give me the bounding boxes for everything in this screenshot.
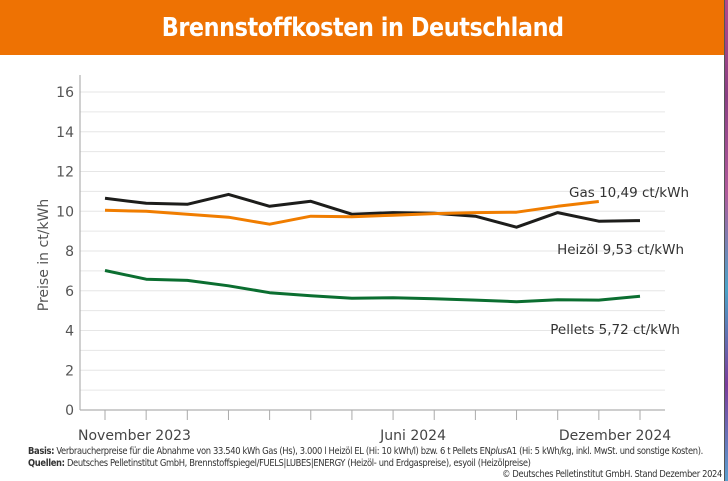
- series-labels: Heizöl 9,53 ct/kWh Gas 10,49 ct/kWh Pellet…: [550, 185, 689, 338]
- y-tick-label: 10: [56, 204, 74, 220]
- series-label-gas: Gas 10,49 ct/kWh: [569, 185, 689, 201]
- basis-plus: plus: [490, 446, 507, 457]
- x-tick-label: Juni 2024: [379, 428, 446, 444]
- sources-text: Deutsches Pelletinstitut GmbH, Brennstof…: [64, 457, 531, 469]
- y-axis-label: Preise in ct/kWh: [36, 199, 52, 311]
- y-tick-label: 14: [56, 125, 74, 141]
- chart-title: Brennstoffkosten in Deutschland: [161, 12, 564, 43]
- basis-text-2: A1 (Hi: 5 kWh/kg, inkl. MwSt. und sonsti…: [506, 446, 703, 457]
- series-line-heizoel: [104, 192, 641, 229]
- grid-lines: [80, 91, 665, 391]
- footnote: Basis: Verbraucherpreise für die Abnahme…: [28, 446, 722, 481]
- sources-label: Quellen:: [28, 457, 65, 469]
- series-label-heizoel: Heizöl 9,53 ct/kWh: [557, 242, 684, 258]
- y-axis-ticks: 0 2 4 6 8 10 12 14 16: [56, 85, 74, 419]
- y-tick-label: 0: [65, 403, 74, 419]
- series-label-pellets: Pellets 5,72 ct/kWh: [550, 322, 680, 338]
- x-axis-ticks: November 2023 Juni 2024 Dezember 2024: [78, 410, 671, 444]
- basis-label: Basis:: [28, 446, 55, 457]
- y-tick-label: 6: [65, 284, 74, 300]
- series-lines: [104, 192, 641, 304]
- y-tick-label: 16: [56, 85, 74, 101]
- chart-header: Brennstoffkosten in Deutschland: [0, 0, 725, 55]
- adjacent-image-edge: [724, 0, 728, 481]
- line-chart: 0 2 4 6 8 10 12 14 16 November 2023 Juni 2024 Deze…: [36, 75, 689, 444]
- axes: [79, 75, 665, 411]
- y-tick-label: 8: [65, 244, 74, 260]
- y-tick-label: 4: [65, 324, 74, 340]
- y-tick-label: 2: [65, 363, 74, 379]
- y-tick-label: 12: [56, 165, 74, 181]
- x-tick-label: Dezember 2024: [559, 428, 671, 444]
- basis-text: Verbraucherpreise für die Abnahme von 33…: [54, 446, 491, 457]
- series-line-gas: [104, 200, 599, 226]
- copyright: © Deutsches Pelletinstitut GmbH. Stand D…: [502, 469, 722, 480]
- x-tick-label: November 2023: [78, 428, 191, 444]
- series-line-pellets: [104, 269, 641, 304]
